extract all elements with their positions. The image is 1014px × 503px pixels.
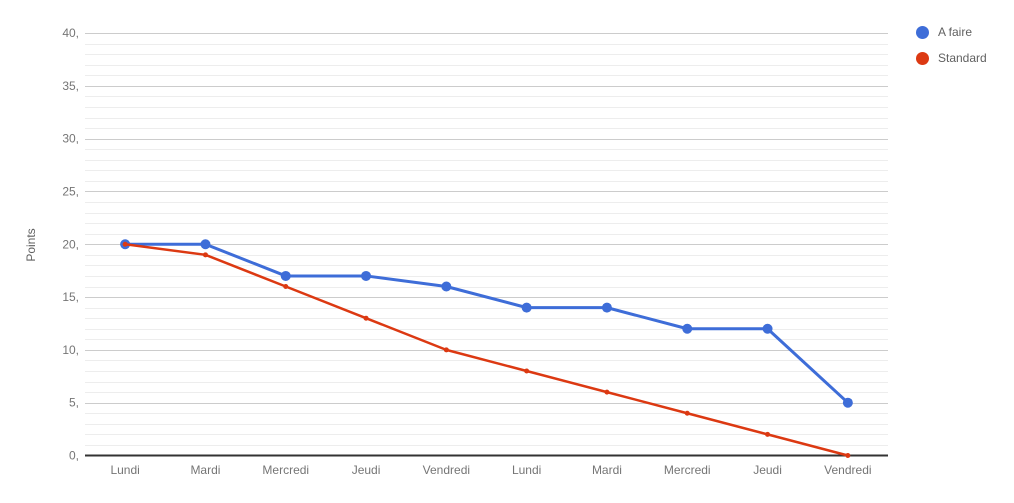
series-line-a-faire (123, 242, 850, 405)
y-axis-title: Points (24, 228, 38, 262)
data-point-standard-7[interactable] (684, 410, 690, 416)
x-tick-label: Vendredi (423, 463, 470, 477)
x-tick-label: Lundi (110, 463, 139, 477)
data-point-standard-8[interactable] (765, 431, 771, 437)
y-tick-label: 25, (62, 184, 79, 198)
data-point-a-faire-4[interactable] (441, 281, 452, 292)
y-tick-label: 30, (62, 132, 79, 146)
data-point-standard-4[interactable] (443, 347, 449, 353)
legend: A faire Standard (916, 22, 987, 74)
data-point-standard-9[interactable] (845, 453, 851, 458)
y-tick-label: 20, (62, 237, 79, 251)
data-point-standard-2[interactable] (283, 284, 289, 289)
data-point-a-faire-7[interactable] (682, 323, 693, 334)
legend-item-a-faire[interactable]: A faire (916, 22, 987, 42)
x-tick-label: Mardi (592, 463, 622, 477)
x-tick-label: Mercredi (664, 463, 711, 477)
data-point-standard-6[interactable] (604, 389, 610, 395)
x-tick-label: Vendredi (824, 463, 871, 477)
data-point-a-faire-3[interactable] (361, 270, 372, 281)
data-point-a-faire-6[interactable] (601, 302, 612, 313)
data-point-standard-5[interactable] (524, 368, 530, 374)
data-point-a-faire-9[interactable] (842, 397, 853, 408)
x-tick-label: Jeudi (753, 463, 782, 477)
y-tick-label: 10, (62, 343, 79, 357)
y-tick-label: 40, (62, 26, 79, 40)
legend-label-a-faire: A faire (938, 25, 973, 39)
legend-item-standard[interactable]: Standard (916, 48, 987, 68)
y-tick-label: 15, (62, 290, 79, 304)
series-line-standard (123, 243, 850, 457)
y-tick-label: 5, (69, 396, 79, 410)
x-tick-label: Mardi (190, 463, 220, 477)
x-tick-label: Lundi (512, 463, 541, 477)
data-point-a-faire-2[interactable] (280, 270, 291, 281)
data-point-standard-0[interactable] (122, 241, 128, 247)
legend-marker-a-faire-icon (916, 25, 929, 39)
legend-marker-standard-icon (916, 51, 929, 65)
legend-label-standard: Standard (938, 51, 987, 65)
y-tick-label: 35, (62, 79, 79, 93)
data-point-standard-1[interactable] (202, 252, 208, 258)
data-point-a-faire-1[interactable] (200, 239, 211, 250)
x-tick-label: Jeudi (352, 463, 381, 477)
x-tick-label: Mercredi (262, 463, 309, 477)
data-point-a-faire-8[interactable] (762, 323, 773, 334)
data-point-standard-3[interactable] (363, 315, 369, 321)
data-point-a-faire-5[interactable] (521, 302, 532, 313)
y-tick-label: 0, (69, 449, 79, 463)
